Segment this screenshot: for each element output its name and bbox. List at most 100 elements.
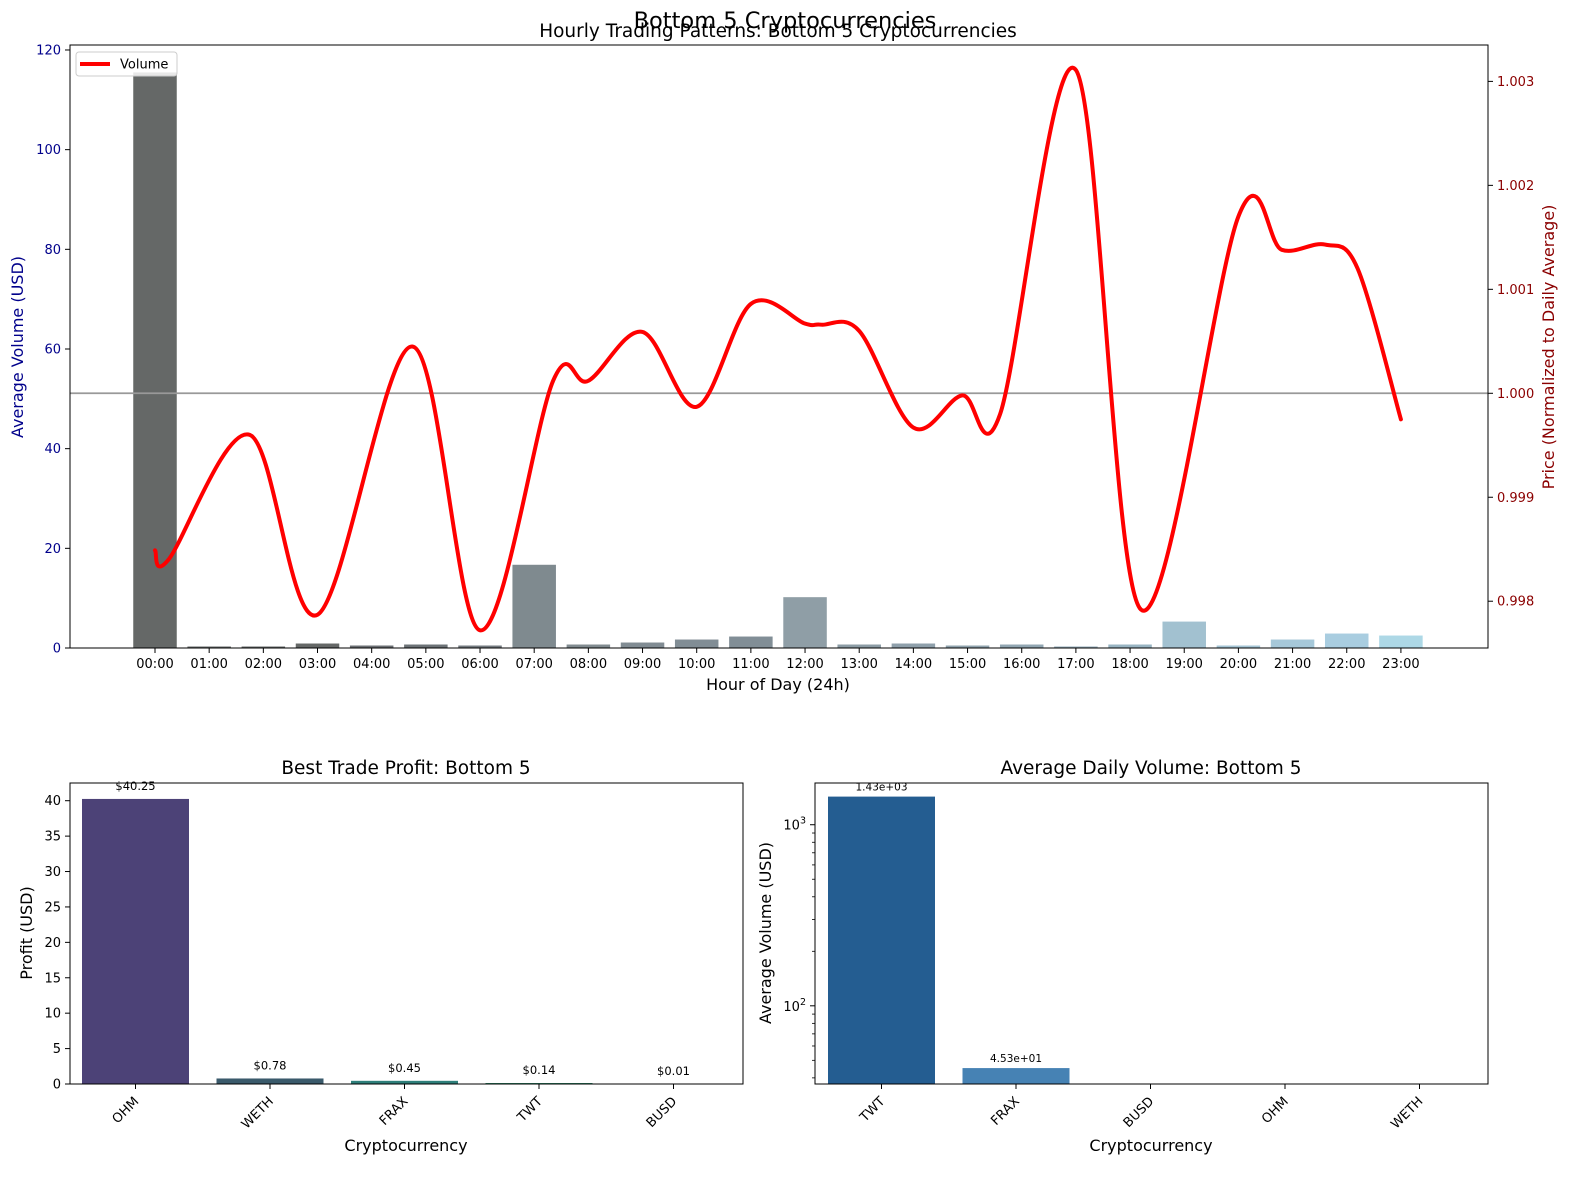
- hourly-volume-bar: [674, 639, 719, 648]
- hourly-volume-bar: [1216, 645, 1261, 648]
- x-tick-label: 22:00: [1328, 657, 1365, 672]
- y-tick-label: 20: [44, 936, 61, 951]
- x-tick-label: WETH: [1388, 1094, 1426, 1132]
- hourly-volume-bar: [512, 564, 556, 648]
- x-tick-label: 12:00: [786, 657, 823, 672]
- hourly-volume-bar: [999, 644, 1044, 648]
- hourly-volume-bar: [837, 644, 881, 648]
- hourly-volume-bar: [349, 645, 394, 648]
- x-tick-label: OHM: [1259, 1094, 1292, 1127]
- y2-tick-label: 1.001: [1497, 283, 1534, 298]
- hourly-volume-bar: [1054, 646, 1098, 648]
- profit-value-label: $40.25: [115, 779, 155, 793]
- y-tick-label: 100: [36, 143, 61, 158]
- y-tick-label: 40: [44, 442, 61, 457]
- x-tick-label: 09:00: [624, 657, 661, 672]
- br-y-axis-label: Average Volume (USD): [756, 842, 775, 1024]
- y-tick-label: 25: [44, 900, 61, 915]
- y2-tick-label: 1.002: [1497, 179, 1534, 194]
- price-line: [153, 65, 1403, 633]
- legend-box: [75, 51, 178, 77]
- volume-value-label: 1.43e+03: [856, 782, 908, 794]
- y-tick-label: 5: [53, 1042, 61, 1057]
- x-tick-label: 21:00: [1274, 657, 1311, 672]
- profit-bar: [216, 1078, 324, 1084]
- y-tick-label: 60: [44, 342, 61, 357]
- x-tick-label: FRAX: [377, 1094, 412, 1129]
- hourly-volume-bar: [1324, 633, 1369, 648]
- x-tick-label: 15:00: [949, 657, 986, 672]
- y-tick-label: 30: [44, 865, 61, 880]
- x-tick-label: 14:00: [895, 657, 932, 672]
- x-tick-label: 17:00: [1057, 657, 1094, 672]
- x-tick-label: 16:00: [1003, 657, 1040, 672]
- y-tick-label: 35: [44, 830, 61, 845]
- hourly-volume-bar: [1108, 644, 1152, 648]
- x-tick-label: 03:00: [299, 657, 336, 672]
- hourly-trading-chart: 0 20 40 60 80 100 120 0.998 0.999 1.000 1.001 1.00…: [8, 21, 1558, 694]
- x-tick-label: FRAX: [988, 1094, 1023, 1129]
- top-plot-frame: [69, 44, 1489, 649]
- profit-value-label: $0.01: [657, 1064, 690, 1078]
- hourly-volume-bar: [458, 645, 502, 648]
- x-tick-label: TWT: [514, 1094, 546, 1126]
- x-tick-label: 08:00: [570, 657, 607, 672]
- hourly-volume-bar: [620, 642, 665, 648]
- y-tick-label: 15: [44, 971, 61, 986]
- volume-value-label: 4.53e+01: [990, 1053, 1042, 1065]
- volume-bar: [828, 796, 935, 1084]
- legend-label: Volume: [120, 58, 168, 73]
- x-tick-label: OHM: [110, 1094, 143, 1127]
- profit-value-label: $0.14: [523, 1063, 556, 1077]
- hourly-volume-bar: [1379, 635, 1423, 648]
- hourly-volume-bar: [1162, 621, 1206, 648]
- hourly-volume-bar: [241, 646, 286, 648]
- average-daily-volume-chart: 1.43e+03 4.53e+01 103 102 TWT FRAX BUSD OHM WE…: [756, 758, 1489, 1155]
- hourly-volume-bar: [566, 644, 611, 648]
- bl-y-axis-label: Profit (USD): [17, 886, 36, 980]
- x-tick-label: 02:00: [245, 657, 282, 672]
- y-tick-label: 102: [783, 997, 806, 1015]
- x-tick-label: WETH: [239, 1094, 277, 1132]
- hourly-volume-bar: [295, 643, 340, 648]
- x-tick-label: 20:00: [1220, 657, 1257, 672]
- x-tick-label: TWT: [857, 1094, 889, 1126]
- y2-tick-label: 1.000: [1497, 387, 1534, 402]
- x-tick-label: BUSD: [644, 1094, 681, 1131]
- x-tick-label: 23:00: [1382, 657, 1419, 672]
- hourly-volume-bar: [945, 645, 990, 648]
- x-tick-label: 01:00: [190, 657, 227, 672]
- y2-tick-label: 0.998: [1497, 595, 1534, 610]
- top-y-axis-label: Average Volume (USD): [8, 256, 27, 438]
- profit-value-label: $0.78: [254, 1058, 287, 1072]
- y2-tick-label: 0.999: [1497, 491, 1534, 506]
- y-tick-label: 103: [783, 816, 806, 834]
- x-tick-label: 18:00: [1111, 657, 1148, 672]
- top-chart-title: Hourly Trading Patterns: Bottom 5 Crypto…: [539, 21, 1017, 42]
- x-tick-label: 00:00: [136, 657, 173, 672]
- br-plot-frame: [814, 782, 1489, 1085]
- bl-x-axis-label: Cryptocurrency: [344, 1136, 467, 1155]
- best-trade-profit-chart: $40.25 $0.78 $0.45 $0.14 $0.01 0 5 10 15 20 25 30 3…: [17, 758, 744, 1155]
- x-tick-label: 13:00: [840, 657, 877, 672]
- bl-chart-title: Best Trade Profit: Bottom 5: [281, 758, 530, 779]
- x-tick-label: 04:00: [353, 657, 390, 672]
- profit-bar: [351, 1080, 458, 1084]
- x-tick-label: 10:00: [678, 657, 715, 672]
- y-tick-label: 20: [44, 542, 61, 557]
- x-tick-label: 11:00: [732, 657, 769, 672]
- profit-bar: [82, 798, 189, 1084]
- hourly-volume-bar: [891, 643, 936, 648]
- x-tick-label: BUSD: [1121, 1094, 1158, 1131]
- hourly-volume-bar: [1270, 639, 1315, 648]
- hourly-volume-bar: [729, 636, 773, 648]
- x-tick-label: 07:00: [515, 657, 552, 672]
- hourly-volume-bar: [783, 597, 827, 648]
- hourly-volume-bar: [187, 646, 231, 648]
- y-tick-label: 10: [44, 1007, 61, 1022]
- y-tick-label: 0: [53, 1078, 61, 1093]
- legend: Volume: [75, 51, 178, 77]
- y-tick-label: 120: [36, 43, 61, 58]
- br-x-axis-label: Cryptocurrency: [1089, 1136, 1212, 1155]
